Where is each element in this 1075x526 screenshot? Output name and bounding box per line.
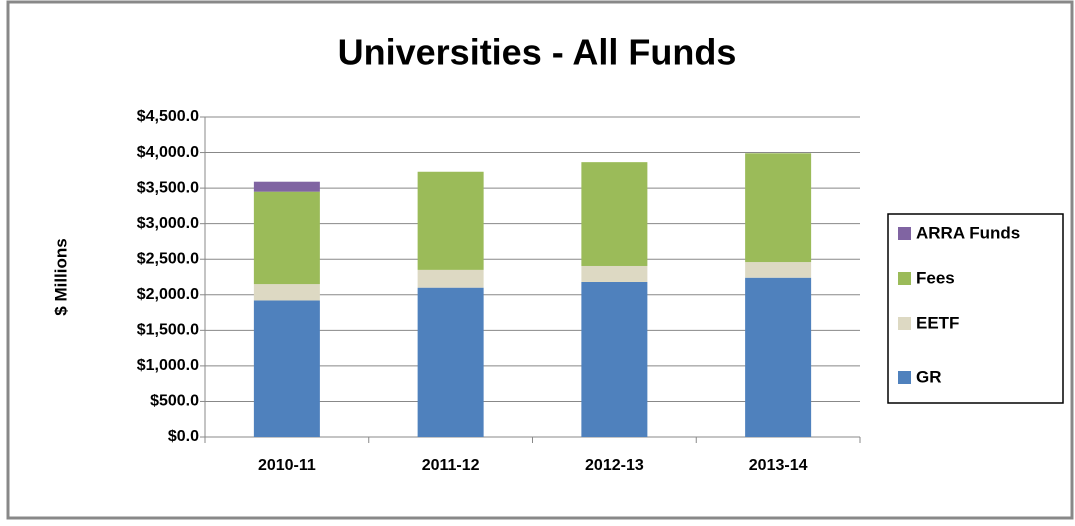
- bar-segment: [581, 162, 648, 266]
- y-tick-label: $4,000.0: [137, 144, 199, 161]
- y-tick-label: $4,500.0: [137, 108, 199, 125]
- legend-label: Fees: [916, 268, 955, 287]
- y-tick-label: $3,500.0: [137, 179, 199, 196]
- legend-label: GR: [916, 367, 942, 386]
- y-axis-label: $ Millions: [51, 238, 70, 315]
- legend-swatch: [898, 272, 911, 285]
- y-tick-label: $0.0: [168, 428, 199, 445]
- bar-segment: [581, 281, 648, 437]
- bar-segment: [417, 269, 484, 288]
- x-tick-label: 2010-11: [258, 457, 316, 474]
- y-tick-label: $2,500.0: [137, 250, 199, 267]
- legend-label: ARRA Funds: [916, 223, 1020, 242]
- x-tick-label: 2013-14: [749, 457, 808, 474]
- legend-swatch: [898, 317, 911, 330]
- bar-segment: [745, 262, 812, 278]
- bar-segment: [253, 191, 320, 285]
- y-tick-label: $2,000.0: [137, 286, 199, 303]
- legend-swatch: [898, 227, 911, 240]
- y-tick-label: $3,000.0: [137, 215, 199, 232]
- bar-segment: [417, 171, 484, 270]
- chart-title: Universities - All Funds: [338, 32, 737, 73]
- bar-segment: [745, 277, 812, 437]
- bar-segment: [253, 284, 320, 301]
- legend-box: [887, 213, 1064, 404]
- bar-segment: [417, 287, 484, 437]
- x-tick-label: 2011-12: [422, 457, 480, 474]
- legend-label: EETF: [916, 313, 959, 332]
- legend-swatch: [898, 371, 911, 384]
- y-tick-label: $500.0: [150, 393, 199, 410]
- bar-segment: [745, 153, 812, 263]
- bar-segment: [581, 265, 648, 282]
- bar-segment: [253, 181, 320, 192]
- x-tick-label: 2012-13: [585, 457, 644, 474]
- y-tick-label: $1,000.0: [137, 357, 199, 374]
- bar-segment: [253, 300, 320, 437]
- y-tick-label: $1,500.0: [137, 322, 199, 339]
